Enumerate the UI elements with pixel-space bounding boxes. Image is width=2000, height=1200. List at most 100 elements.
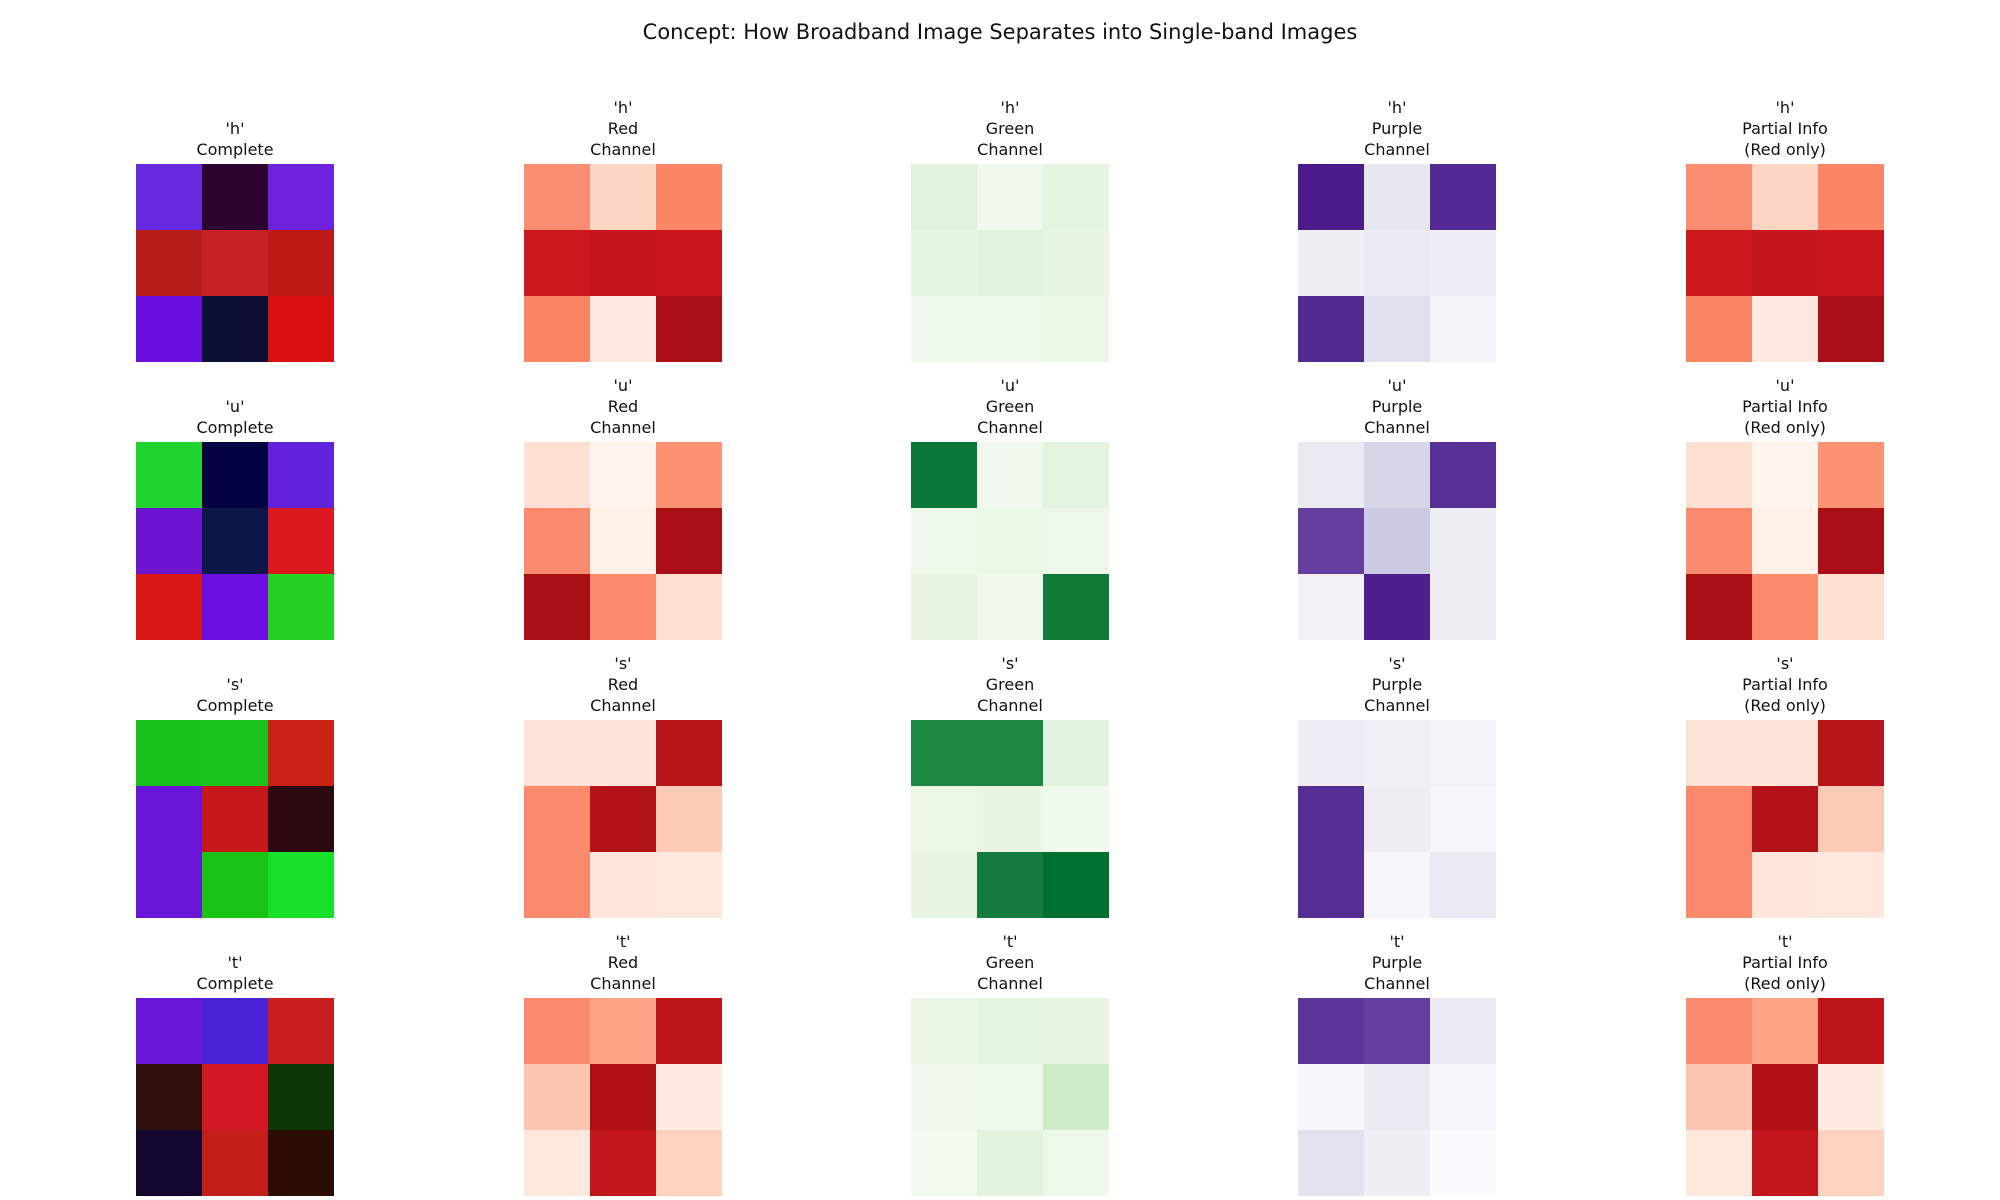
pixel-cell [1043,230,1109,296]
panel-channel-label: Purple [1371,119,1423,138]
pixel-cell [1818,574,1884,640]
panel-title-purple-0: 'h' Purple Channel [1267,97,1527,160]
pixel-cell [1430,852,1496,918]
pixel-cell [136,998,202,1064]
pixel-cell [268,1130,334,1196]
pixel-cell [1430,998,1496,1064]
pixel-grid-red-3 [524,998,722,1196]
pixel-cell [1752,720,1818,786]
pixel-grid-red-0 [524,164,722,362]
pixel-cell [656,998,722,1064]
panel-title-partial-3: 't' Partial Info (Red only) [1655,931,1915,994]
panel-letter-label: 't' [1002,932,1018,951]
pixel-cell [1298,720,1364,786]
pixel-cell [1818,852,1884,918]
pixel-cell [1364,164,1430,230]
pixel-cell [590,296,656,362]
pixel-cell [1818,230,1884,296]
pixel-grid-purple-2 [1298,720,1496,918]
panel-letter-label: 'u' [1000,376,1020,395]
pixel-cell [1686,852,1752,918]
pixel-cell [524,508,590,574]
pixel-cell [202,998,268,1064]
panel-letter-label: 'h' [613,98,633,117]
pixel-cell [524,442,590,508]
panel-title-green-2: 's' Green Channel [880,653,1140,716]
pixel-cell [1686,998,1752,1064]
pixel-cell [1043,574,1109,640]
panel-channel-label: Channel [977,140,1043,159]
pixel-cell [268,230,334,296]
pixel-cell [1298,508,1364,574]
panel-channel-label: Channel [590,696,656,715]
pixel-cell [1686,786,1752,852]
panel-channel-label: Complete [196,418,274,437]
panel-letter-label: 't' [1389,932,1405,951]
pixel-cell [1752,998,1818,1064]
pixel-cell [977,230,1043,296]
pixel-cell [656,1130,722,1196]
panel-channel-label: Purple [1371,675,1423,694]
pixel-cell [1364,1064,1430,1130]
pixel-cell [136,1130,202,1196]
pixel-cell [136,574,202,640]
pixel-cell [1298,1130,1364,1196]
panel-letter-label: 't' [227,953,243,972]
panel-channel-label: Channel [590,418,656,437]
panel-channel-label: Green [985,119,1035,138]
panel-title-complete-3: 't' Complete [105,952,365,994]
pixel-cell [1818,1064,1884,1130]
pixel-cell [524,720,590,786]
pixel-cell [1686,720,1752,786]
figure-title: Concept: How Broadband Image Separates i… [642,20,1358,44]
pixel-cell [1298,852,1364,918]
pixel-cell [1364,852,1430,918]
panel-title-green-1: 'u' Green Channel [880,375,1140,438]
pixel-cell [1752,1064,1818,1130]
pixel-cell [590,442,656,508]
panel-title-purple-3: 't' Purple Channel [1267,931,1527,994]
panel-title-red-2: 's' Red Channel [493,653,753,716]
pixel-cell [1430,442,1496,508]
pixel-cell [977,574,1043,640]
pixel-cell [524,574,590,640]
pixel-grid-green-0 [911,164,1109,362]
pixel-cell [1686,442,1752,508]
pixel-cell [1298,1064,1364,1130]
pixel-cell [656,852,722,918]
pixel-cell [911,852,977,918]
pixel-cell [268,296,334,362]
pixel-cell [268,1064,334,1130]
pixel-cell [590,1130,656,1196]
pixel-grid-partial-3 [1686,998,1884,1196]
pixel-cell [656,508,722,574]
pixel-cell [1752,574,1818,640]
pixel-cell [1364,442,1430,508]
pixel-cell [524,998,590,1064]
pixel-cell [268,442,334,508]
panel-letter-label: 's' [226,675,244,694]
panel-channel-label: Channel [1364,140,1430,159]
panel-title-complete-0: 'h' Complete [105,118,365,160]
panel-channel-label: Partial Info [1742,397,1828,416]
pixel-cell [656,296,722,362]
pixel-cell [977,1130,1043,1196]
panel-title-complete-1: 'u' Complete [105,396,365,438]
pixel-grid-complete-3 [136,998,334,1196]
panel-channel-label: Red [607,953,639,972]
pixel-cell [1430,1064,1496,1130]
panel-channel-label: Partial Info [1742,119,1828,138]
panel-letter-label: 't' [1777,932,1793,951]
pixel-cell [1364,998,1430,1064]
pixel-cell [1043,296,1109,362]
pixel-cell [268,508,334,574]
pixel-cell [911,230,977,296]
pixel-cell [524,1064,590,1130]
pixel-grid-green-3 [911,998,1109,1196]
panel-channel-label: Channel [977,974,1043,993]
pixel-cell [136,508,202,574]
pixel-cell [1298,998,1364,1064]
pixel-cell [977,164,1043,230]
pixel-cell [590,508,656,574]
pixel-cell [1364,574,1430,640]
